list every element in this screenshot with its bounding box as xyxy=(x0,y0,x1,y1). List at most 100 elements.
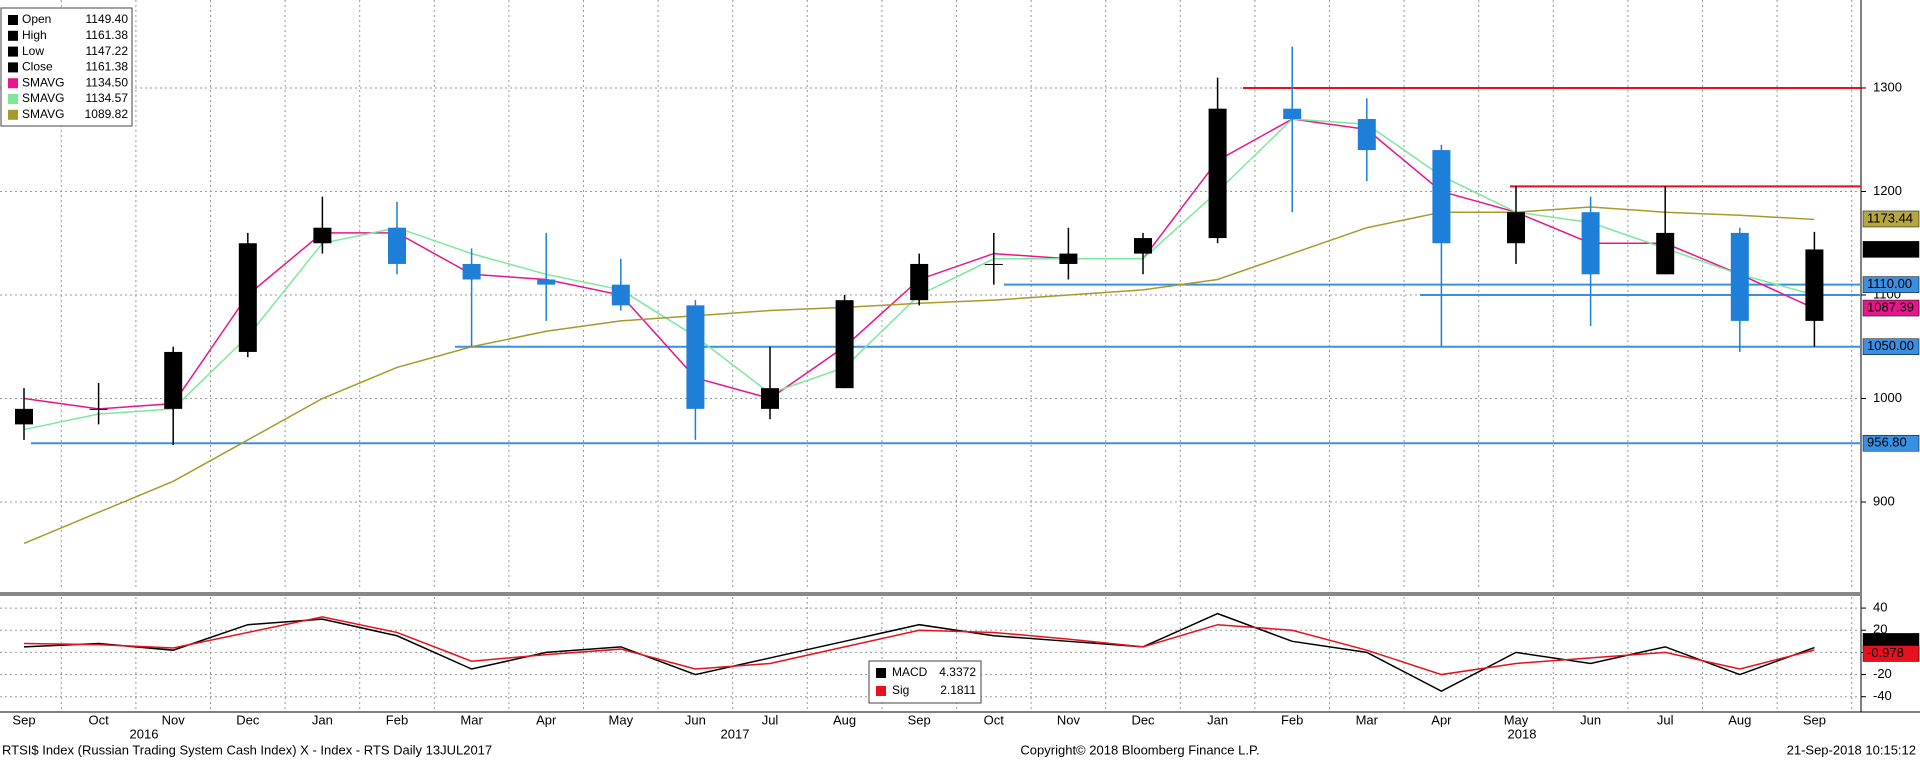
legend-name: High xyxy=(22,28,47,42)
candle-body xyxy=(537,279,556,285)
axis-marker-label: 956.80 xyxy=(1867,435,1907,450)
axis-marker xyxy=(1862,241,1920,258)
axis-marker-label: 1144.06 xyxy=(1867,241,1913,256)
x-tick-label: May xyxy=(609,712,634,727)
candle-body xyxy=(89,408,108,410)
axis-marker xyxy=(1862,299,1920,317)
legend-name: SMAVG xyxy=(22,91,64,105)
legend-value: 1134.50 xyxy=(86,75,129,89)
timestamp: 21-Sep-2018 10:15:12 xyxy=(1787,742,1916,757)
legend-value: 2.1811 xyxy=(940,683,976,697)
axis-marker-label: 1173.44 xyxy=(1867,210,1913,225)
x-tick-label: Nov xyxy=(162,712,186,727)
y-tick-label: -40 xyxy=(1873,688,1892,703)
macd-line xyxy=(23,616,1815,676)
x-tick-label: Nov xyxy=(1057,712,1081,727)
x-tick-label: Feb xyxy=(386,712,408,727)
candle-body xyxy=(984,263,1003,265)
year-label: 2016 xyxy=(130,726,159,741)
x-tick-label: May xyxy=(1504,712,1529,727)
legend-value: 1149.40 xyxy=(86,12,129,26)
legend-swatch xyxy=(8,15,18,25)
x-tick-label: Dec xyxy=(236,712,260,727)
y-tick-label: 1300 xyxy=(1873,79,1902,94)
axis-marker-label: 1050.00 xyxy=(1867,338,1914,353)
axis-marker xyxy=(1862,276,1920,293)
legend-name: SMAVG xyxy=(22,107,64,121)
x-tick-label: Aug xyxy=(833,712,856,727)
x-tick-label: Aug xyxy=(1728,712,1751,727)
legend-name: Low xyxy=(22,44,44,58)
candle-body xyxy=(238,243,257,352)
axis-marker-label: 1087.39 xyxy=(1867,299,1914,314)
year-label: 2018 xyxy=(1508,726,1537,741)
legend-swatch xyxy=(876,668,886,678)
legend-value: 1161.38 xyxy=(86,60,129,74)
legend-value: 1089.82 xyxy=(85,107,129,121)
legend-swatch xyxy=(8,30,18,41)
candle-body xyxy=(1134,238,1152,254)
candle-body xyxy=(388,227,406,264)
candle-body xyxy=(1581,212,1600,275)
x-tick-label: Apr xyxy=(1431,712,1452,727)
candle-body xyxy=(1656,232,1675,275)
y-tick-label: 40 xyxy=(1873,600,1887,615)
x-tick-label: Oct xyxy=(88,712,109,727)
candle-body xyxy=(1507,212,1525,244)
axis-marker xyxy=(1862,338,1920,356)
x-tick-label: Mar xyxy=(1356,712,1379,727)
x-tick-label: Dec xyxy=(1131,712,1155,727)
x-tick-label: Sep xyxy=(12,712,35,727)
x-tick-label: Oct xyxy=(984,712,1005,727)
candle-body xyxy=(761,388,779,409)
x-tick-label: Sep xyxy=(1803,712,1826,727)
candle-body xyxy=(611,284,630,306)
legend-swatch xyxy=(8,94,18,104)
legend-swatch xyxy=(8,78,18,89)
x-tick-label: Feb xyxy=(1281,712,1303,727)
y-tick-label: -20 xyxy=(1873,666,1892,681)
axis-marker-label: 9.9184 xyxy=(1867,633,1907,648)
y-tick-label: 1200 xyxy=(1873,183,1902,198)
candle-body xyxy=(1283,108,1302,120)
footer-title: RTSI$ Index (Russian Trading System Cash… xyxy=(2,742,492,757)
x-tick-label: Jun xyxy=(685,712,706,727)
x-tick-label: Jan xyxy=(1207,712,1228,727)
x-tick-label: Jan xyxy=(312,712,333,727)
axis-marker xyxy=(1862,645,1920,662)
legend-value: 1134.57 xyxy=(86,91,129,105)
panel-separator xyxy=(0,592,1861,596)
candle-body xyxy=(164,351,183,409)
candle-body xyxy=(686,305,705,409)
x-tick-label: Apr xyxy=(536,712,557,727)
axis-marker xyxy=(1862,434,1920,452)
legend-swatch xyxy=(8,62,18,73)
legend-name: Close xyxy=(22,60,53,74)
axis-marker-label: -0.978 xyxy=(1867,645,1904,660)
candle-body xyxy=(15,408,33,425)
legend-value: 1147.22 xyxy=(86,44,129,58)
candle-body xyxy=(1432,150,1451,244)
x-tick-label: Jun xyxy=(1580,712,1601,727)
x-tick-label: Sep xyxy=(908,712,931,727)
legend-name: SMAVG xyxy=(22,75,64,89)
x-tick-label: Mar xyxy=(460,712,483,727)
copyright: Copyright© 2018 Bloomberg Finance L.P. xyxy=(1020,742,1259,757)
legend-name: Sig xyxy=(892,683,909,697)
macd-line xyxy=(23,612,1815,693)
legend-box xyxy=(0,7,133,127)
legend-name: Open xyxy=(22,12,51,26)
candle-body xyxy=(910,263,929,301)
candle-body xyxy=(835,300,854,389)
candle-body xyxy=(1730,232,1749,321)
x-tick-label: Jul xyxy=(1657,712,1674,727)
legend-value: 4.3372 xyxy=(939,665,976,679)
candle-body xyxy=(1059,253,1078,264)
candle-body xyxy=(1805,249,1824,321)
axis-marker xyxy=(1862,210,1920,228)
legend-name: MACD xyxy=(892,665,928,679)
x-tick-label: Jul xyxy=(762,712,779,727)
year-label: 2017 xyxy=(721,726,750,741)
